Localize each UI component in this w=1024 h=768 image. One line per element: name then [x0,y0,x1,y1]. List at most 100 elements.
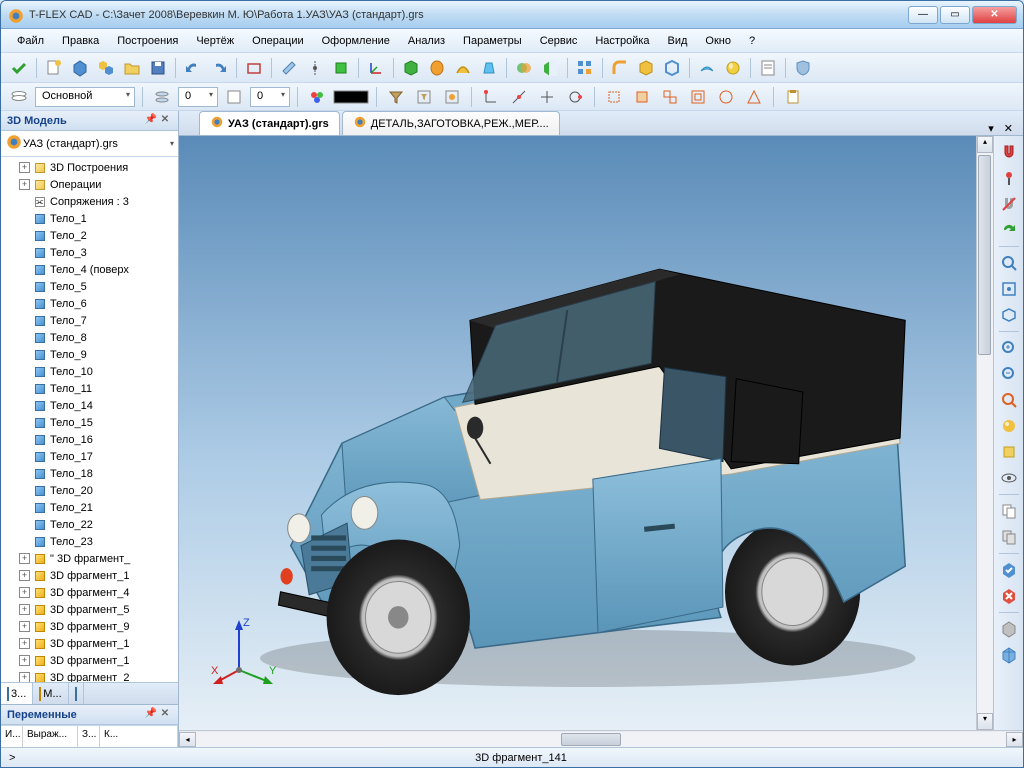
tree-item[interactable]: Тело_17 [1,448,178,465]
tree-item[interactable]: Тело_10 [1,363,178,380]
tbtn-ucs-icon[interactable] [364,56,388,80]
hscroll-thumb[interactable] [561,733,621,746]
tree-item[interactable]: Тело_2 [1,227,178,244]
tree-item[interactable]: Тело_16 [1,431,178,448]
rbtn-viewcube-icon[interactable] [997,643,1021,667]
close-button[interactable]: ✕ [972,6,1017,24]
rbtn-magnet-icon[interactable] [997,140,1021,164]
tree-item[interactable]: Тело_6 [1,295,178,312]
spin1[interactable]: 0 [178,87,218,107]
tree-item[interactable]: Тело_11 [1,380,178,397]
menu-service[interactable]: Сервис [532,32,586,50]
vars-col-expr[interactable]: Выраж... [23,726,78,747]
rbtn-render-icon[interactable] [997,414,1021,438]
tbtn-stack2-icon[interactable] [222,85,246,109]
spin2[interactable]: 0 [250,87,290,107]
tbtn-open-icon[interactable] [120,56,144,80]
tree-item[interactable]: +3D фрагмент_1 [1,635,178,652]
doctab-menu-icon[interactable]: ▾ [984,122,998,135]
menu-file[interactable]: Файл [9,32,52,50]
rbtn-shade-icon[interactable] [997,440,1021,464]
menu-view[interactable]: Вид [660,32,696,50]
tree-item[interactable]: Тело_14 [1,397,178,414]
scroll-left-icon[interactable]: ◂ [179,732,196,747]
tbtn-swatch[interactable] [333,85,369,109]
tbtn-surface-icon[interactable] [695,56,719,80]
tbtn-snap2-icon[interactable] [507,85,531,109]
tree-item[interactable]: Тело_18 [1,465,178,482]
rbtn-zoomin-icon[interactable] [997,336,1021,360]
tree-item[interactable]: +3D фрагмент_9 [1,618,178,635]
tree-item[interactable]: Тело_3 [1,244,178,261]
menu-parameters[interactable]: Параметры [455,32,530,50]
rbtn-zoomout-icon[interactable] [997,362,1021,386]
tbtn-snap1-icon[interactable] [479,85,503,109]
tree-item[interactable]: +Операции [1,176,178,193]
tbtn-pattern-icon[interactable] [573,56,597,80]
vars-col-comment[interactable]: К... [100,726,178,747]
sidebar-tab-other[interactable] [69,683,84,704]
tbtn-layer-icon[interactable] [7,85,31,109]
minimize-button[interactable]: — [908,6,938,24]
tbtn-loft-icon[interactable] [477,56,501,80]
tree-item[interactable]: Тело_5 [1,278,178,295]
tree-item[interactable]: Тело_22 [1,516,178,533]
tbtn-shell-icon[interactable] [660,56,684,80]
tree-item[interactable]: Тело_8 [1,329,178,346]
rbtn-paste-icon[interactable] [997,525,1021,549]
tree-item[interactable]: +3D фрагмент_1 [1,567,178,584]
vscroll-thumb[interactable] [978,155,991,355]
menu-constructions[interactable]: Построения [109,32,186,50]
model-tree[interactable]: +3D Построения+Операции⫘Сопряжения : 3Те… [1,157,178,682]
vars-pin-icon[interactable]: 📌 [144,708,158,722]
tbtn-new3d-icon[interactable] [68,56,92,80]
tbtn-new-icon[interactable] [42,56,66,80]
sidebar-tab-3d[interactable]: 3... [1,683,33,704]
vars-col-name[interactable]: И... [1,726,23,747]
tree-item[interactable]: Тело_9 [1,346,178,363]
tbtn-undo-icon[interactable] [181,56,205,80]
3d-viewport[interactable]: Z X Y [179,136,976,730]
menu-settings[interactable]: Настройка [587,32,657,50]
doctab-active[interactable]: УАЗ (стандарт).grs [199,111,340,135]
rbtn-pin-icon[interactable] [997,166,1021,190]
rbtn-fit-icon[interactable] [997,277,1021,301]
rbtn-copy-icon[interactable] [997,499,1021,523]
tbtn-color-icon[interactable] [305,85,329,109]
tbtn-filter3-icon[interactable] [440,85,464,109]
tbtn-snap4-icon[interactable] [563,85,587,109]
tree-item[interactable]: +3D фрагмент_5 [1,601,178,618]
maximize-button[interactable]: ▭ [940,6,970,24]
tbtn-box-icon[interactable] [242,56,266,80]
vars-col-val[interactable]: З... [78,726,100,747]
tbtn-face-icon[interactable] [329,56,353,80]
tree-item[interactable]: Тело_20 [1,482,178,499]
tbtn-cut-icon[interactable] [538,56,562,80]
doctab-close-icon[interactable]: ✕ [1000,122,1017,135]
tbtn-boolean-icon[interactable] [512,56,536,80]
doctab-other[interactable]: ДЕТАЛЬ,ЗАГОТОВКА,РЕЖ.,МЕР.... [342,111,560,135]
tbtn-save-icon[interactable] [146,56,170,80]
rbtn-eye-icon[interactable] [997,466,1021,490]
sidebar-tab-m[interactable]: M... [33,683,68,704]
menu-format[interactable]: Оформление [314,32,398,50]
panel-close-icon[interactable]: ✕ [158,114,172,128]
tree-root-row[interactable]: УАЗ (стандарт).grs ▾ [1,131,178,157]
tbtn-stack1-icon[interactable] [150,85,174,109]
tbtn-sel6-icon[interactable] [742,85,766,109]
tree-item[interactable]: Тело_15 [1,414,178,431]
tbtn-drawing-icon[interactable] [756,56,780,80]
tree-item[interactable]: Тело_21 [1,499,178,516]
tbtn-filter2-icon[interactable] [412,85,436,109]
vertical-scrollbar[interactable]: ▴ ▾ [976,136,993,730]
tree-item[interactable]: Тело_23 [1,533,178,550]
tree-item[interactable]: Тело_1 [1,210,178,227]
rbtn-iso-icon[interactable] [997,303,1021,327]
tree-item[interactable]: +3D фрагмент_4 [1,584,178,601]
tree-item[interactable]: ⫘Сопряжения : 3 [1,193,178,210]
tree-item[interactable]: Тело_7 [1,312,178,329]
horizontal-scrollbar[interactable]: ◂ ▸ [179,730,1023,747]
menu-edit[interactable]: Правка [54,32,107,50]
tbtn-sel5-icon[interactable] [714,85,738,109]
tbtn-snap3-icon[interactable] [535,85,559,109]
